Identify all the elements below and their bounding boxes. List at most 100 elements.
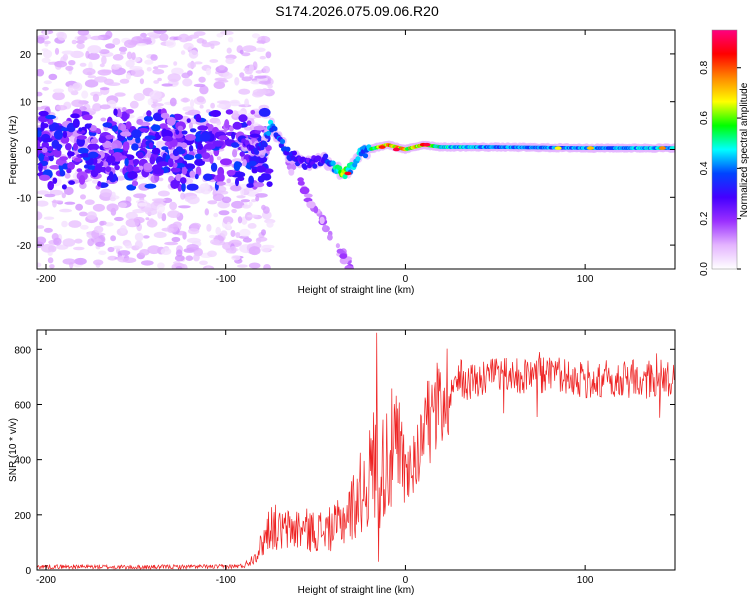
heatmap-speckle (248, 246, 261, 256)
heatmap-band (84, 123, 92, 129)
heatmap-speckle (215, 226, 221, 236)
heatmap-speckle (241, 204, 251, 209)
colorbar-tick-label: 0.8 (699, 60, 710, 74)
heatmap-trail (313, 206, 319, 214)
heatmap-speckle (187, 61, 197, 69)
heatmap-ridge (342, 173, 348, 180)
heatmap-speckle (37, 236, 47, 245)
heatmap-band (177, 125, 184, 132)
heatmap-speckle (235, 232, 241, 238)
heatmap-speckle (231, 255, 241, 261)
heatmap-speckle (87, 52, 100, 61)
heatmap-band (47, 180, 54, 191)
heatmap-band (238, 114, 248, 123)
colorbar-tick-label: 0.0 (699, 262, 710, 276)
spectrogram-ylabel: Frequency (Hz) (8, 116, 19, 185)
heatmap-speckle (180, 97, 191, 103)
heatmap-band (40, 121, 45, 132)
heatmap-speckle (64, 173, 71, 179)
y-tick-label: 20 (20, 50, 32, 61)
heatmap-band (229, 126, 234, 132)
heatmap-speckle (121, 107, 127, 112)
heatmap-speckle (167, 73, 181, 82)
heatmap-band (161, 146, 169, 151)
heatmap-speckle (37, 106, 44, 111)
heatmap-ridge (337, 165, 343, 171)
heatmap-speckle (261, 204, 266, 211)
heatmap-speckle (153, 66, 159, 70)
heatmap-speckle (186, 244, 199, 251)
heatmap-speckle (256, 40, 266, 44)
heatmap-band (108, 149, 115, 155)
heatmap-band (77, 147, 89, 154)
heatmap-speckle (129, 100, 139, 109)
heatmap-hotspot (378, 145, 386, 149)
heatmap-speckle (222, 216, 234, 225)
heatmap-speckle (140, 260, 154, 266)
heatmap-band (141, 138, 147, 148)
heatmap-band (125, 109, 135, 114)
figure-title: S174.2026.075.09.06.R20 (275, 3, 439, 19)
heatmap-speckle (216, 100, 231, 104)
heatmap-ridge (262, 142, 268, 148)
heatmap-speckle (53, 237, 62, 246)
heatmap-band (197, 125, 209, 131)
heatmap-speckle (87, 45, 102, 54)
heatmap-speckle (237, 216, 243, 224)
heatmap-speckle (188, 122, 193, 130)
heatmap-ridge (254, 149, 260, 155)
heatmap-speckle (99, 63, 105, 68)
heatmap-speckle (142, 235, 150, 239)
heatmap-speckle (100, 188, 113, 198)
heatmap-band (203, 143, 216, 150)
heatmap-band (43, 138, 53, 143)
heatmap-band (89, 125, 97, 132)
heatmap-band (189, 128, 197, 133)
heatmap-speckle (182, 78, 193, 87)
heatmap-band (65, 143, 72, 151)
heatmap-hotspot (423, 142, 431, 147)
heatmap-speckle (104, 222, 114, 227)
heatmap-speckle (44, 193, 56, 198)
heatmap-speckle (152, 103, 164, 107)
heatmap-speckle (87, 75, 97, 79)
heatmap-band (232, 121, 242, 130)
heatmap-speckle (161, 213, 167, 222)
heatmap-speckle (186, 195, 200, 205)
heatmap-speckle (255, 70, 263, 74)
heatmap-speckle (62, 258, 76, 265)
heatmap-band (149, 156, 156, 165)
heatmap-speckle (158, 177, 164, 182)
heatmap-speckle (47, 257, 54, 264)
heatmap-band (73, 157, 82, 162)
heatmap-speckle (205, 67, 211, 76)
x-tick-label: 0 (403, 575, 409, 586)
heatmap-speckle (71, 99, 85, 108)
heatmap-speckle (144, 59, 154, 65)
heatmap-speckle (51, 200, 64, 204)
heatmap-speckle (107, 246, 115, 253)
heatmap-speckle (161, 227, 174, 232)
heatmap-speckle (218, 64, 226, 71)
heatmap-band (38, 110, 49, 117)
heatmap-speckle (54, 60, 68, 68)
heatmap-speckle (94, 225, 104, 234)
heatmap-speckle (187, 227, 200, 235)
heatmap-band (84, 169, 92, 174)
heatmap-band (183, 154, 195, 161)
heatmap-speckle (52, 88, 65, 94)
heatmap-speckle (246, 214, 259, 218)
heatmap-band (62, 130, 68, 139)
heatmap-speckle (99, 87, 110, 91)
heatmap-band (175, 129, 180, 135)
heatmap-band (167, 158, 174, 168)
heatmap-band (175, 137, 185, 143)
heatmap-speckle (64, 201, 76, 205)
heatmap-band (195, 166, 202, 176)
heatmap-speckle (56, 105, 68, 111)
heatmap-speckle (161, 83, 173, 87)
heatmap-speckle (174, 255, 185, 262)
heatmap-speckle (117, 175, 126, 181)
heatmap-speckle (244, 98, 250, 107)
heatmap-speckle (133, 92, 145, 102)
